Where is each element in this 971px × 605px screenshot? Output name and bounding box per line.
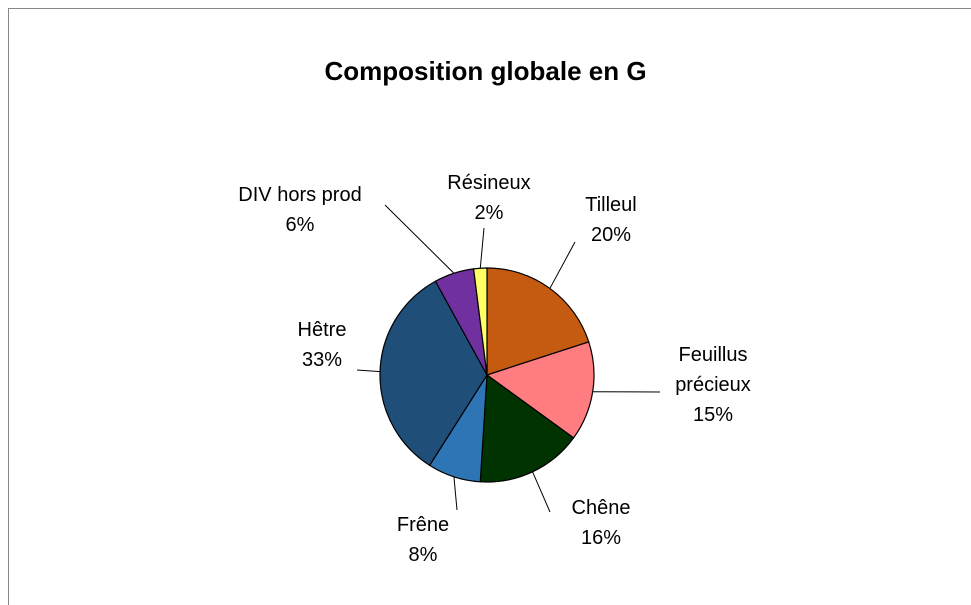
leader-line [384, 204, 455, 274]
slice-value-label: 16% [580, 527, 622, 549]
slice-label: Frêne [396, 514, 450, 536]
slice-label: Résineux [447, 172, 531, 194]
leader-line [356, 369, 381, 373]
slice-value-label: 8% [408, 544, 438, 566]
slice-label: Hêtre [297, 319, 347, 341]
slice-value-label: 2% [474, 202, 504, 224]
slice-label: Feuillus précieux [675, 344, 751, 396]
slice-value-label: 20% [590, 224, 632, 246]
slice-value-label: 6% [285, 214, 315, 236]
leader-line [479, 227, 485, 269]
leader-line [532, 471, 551, 513]
leader-line [549, 241, 576, 289]
pie-slice [479, 373, 575, 483]
slice-label: DIV hors prod [238, 184, 362, 206]
slice-label: Chêne [571, 497, 631, 519]
slice-value-label: 15% [692, 404, 734, 426]
leader-line [453, 476, 458, 511]
pie-slice [472, 267, 488, 376]
slice-value-label: 33% [301, 349, 343, 371]
chart-title: Composition globale en G [324, 56, 647, 86]
slice-label: Tilleul [585, 194, 637, 216]
frame [8, 8, 971, 605]
